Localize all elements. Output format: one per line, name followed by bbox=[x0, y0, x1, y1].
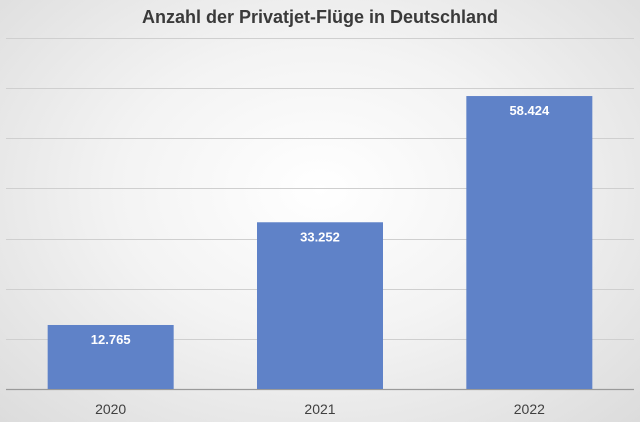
chart-title: Anzahl der Privatjet-Flüge in Deutschlan… bbox=[141, 7, 499, 27]
x-tick-label-2022: 2022 bbox=[514, 401, 545, 417]
data-label-2021: 33.252 bbox=[300, 229, 340, 244]
data-label-2022: 58.424 bbox=[509, 103, 550, 118]
bar-2022 bbox=[466, 96, 593, 389]
data-label-2020: 12.765 bbox=[91, 332, 131, 347]
bar-2021 bbox=[257, 222, 383, 389]
x-tick-label-2021: 2021 bbox=[304, 401, 335, 417]
bar-2020 bbox=[47, 324, 174, 389]
x-tick-label-2020: 2020 bbox=[95, 401, 126, 417]
